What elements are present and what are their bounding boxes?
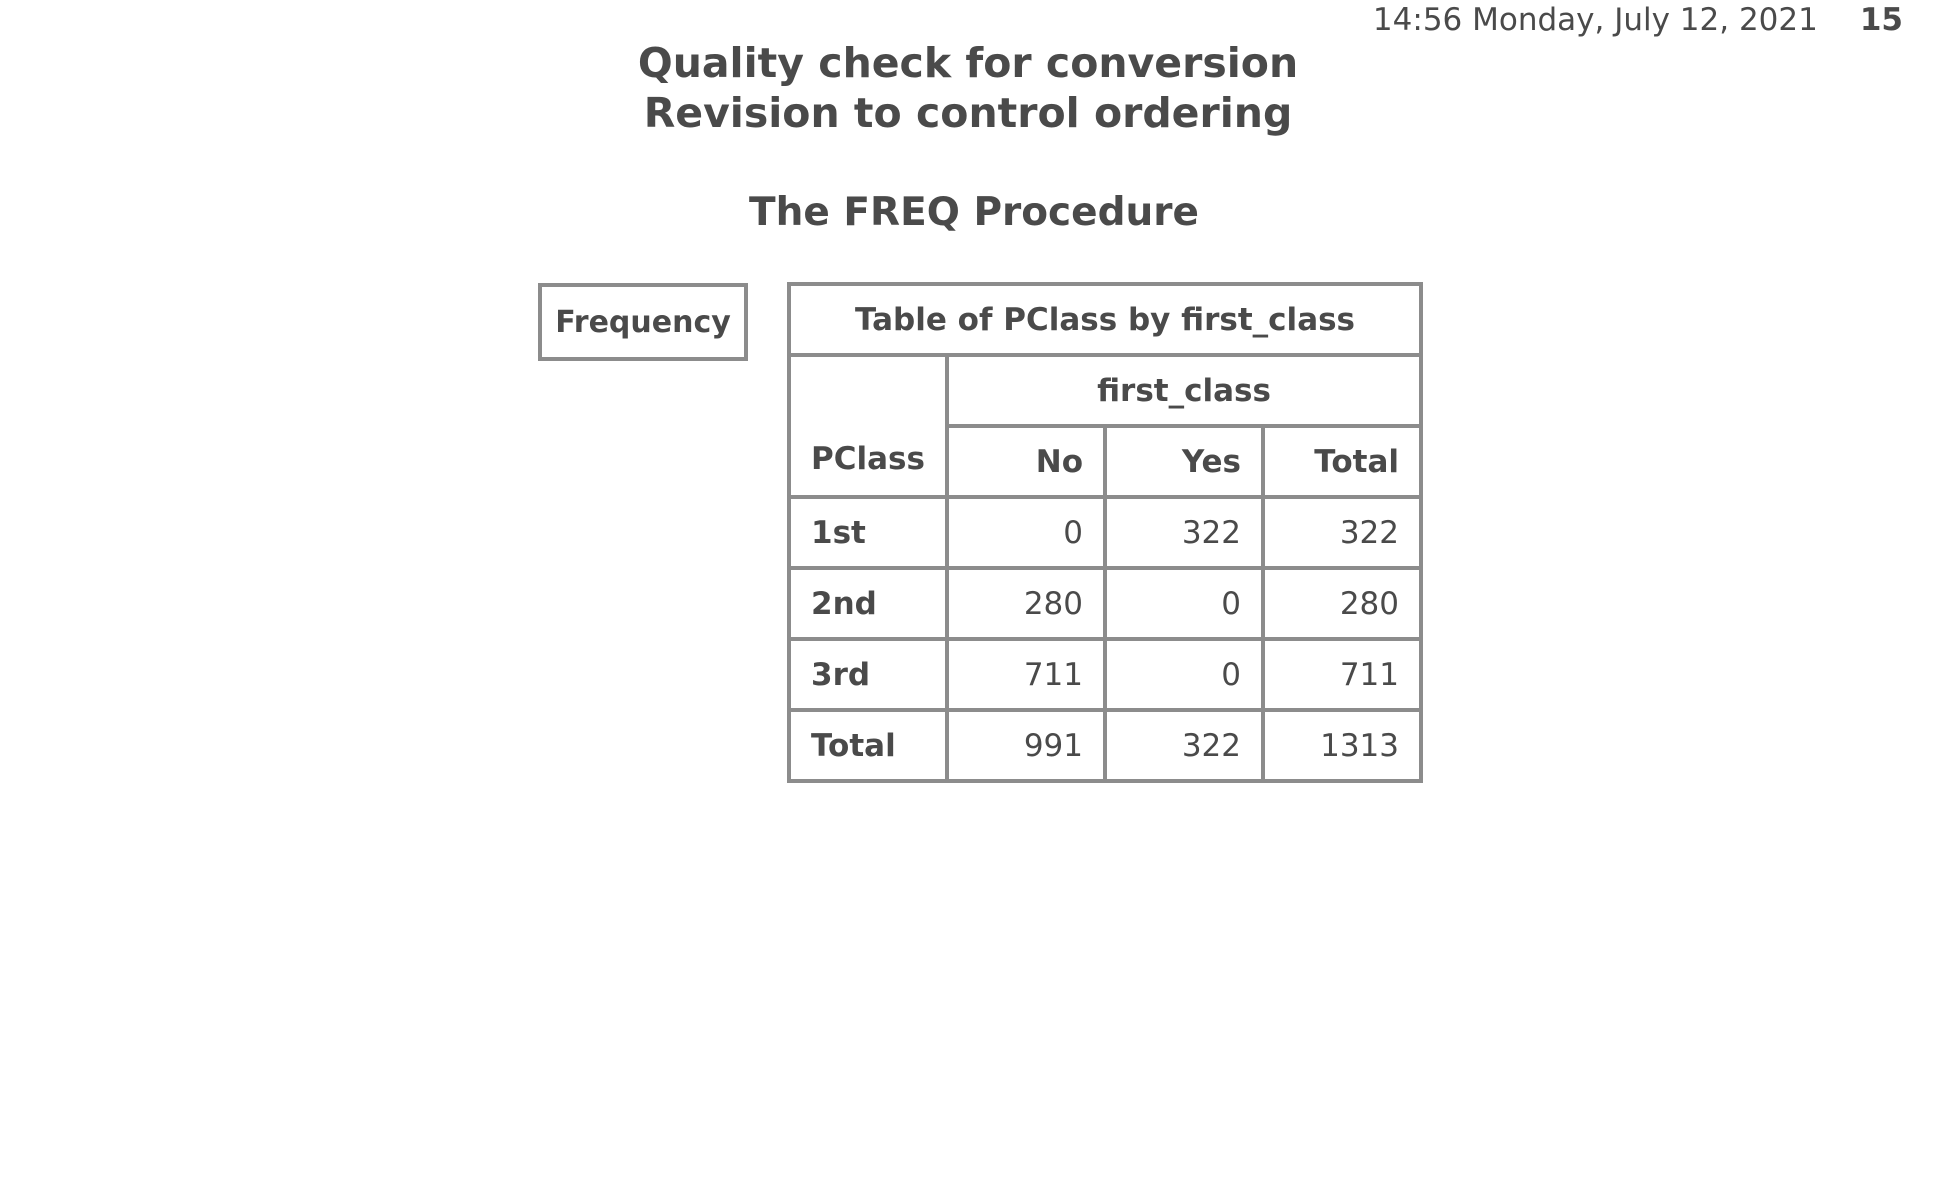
row-label: 3rd xyxy=(787,637,949,712)
table-cell: 280 xyxy=(1261,566,1423,641)
page-number: 15 xyxy=(1859,2,1903,38)
table-row: 3rd 711 0 711 xyxy=(787,637,1423,712)
report-subtitle: Revision to control ordering xyxy=(643,89,1293,137)
table-cell: 322 xyxy=(1103,495,1265,570)
report-datetime: 14:56 Monday, July 12, 2021 xyxy=(1372,2,1818,38)
table-cell: 0 xyxy=(945,495,1107,570)
column-variable-row: PClass first_class xyxy=(787,353,1423,499)
table-cell: 322 xyxy=(1261,495,1423,570)
table-cell: 0 xyxy=(1103,637,1265,712)
frequency-table: Table of PClass by first_class PClass fi… xyxy=(787,282,1423,783)
legend-label: Frequency xyxy=(555,304,731,340)
column-header: No xyxy=(945,424,1107,499)
column-header-row: No Yes Total xyxy=(789,424,1423,499)
table-caption-row: Table of PClass by first_class xyxy=(787,282,1423,357)
table-cell: 711 xyxy=(945,637,1107,712)
table-cell: 0 xyxy=(1103,566,1265,641)
table-row: 1st 0 322 322 xyxy=(787,495,1423,570)
page-header: 14:56 Monday, July 12, 2021 15 xyxy=(1373,0,1903,40)
column-header: Total xyxy=(1261,424,1423,499)
cell-contents-legend: Frequency xyxy=(538,283,748,361)
column-variable-header: first_class xyxy=(945,353,1423,428)
table-cell: 991 xyxy=(945,708,1107,783)
table-row: 2nd 280 0 280 xyxy=(787,566,1423,641)
table-cell: 1313 xyxy=(1261,708,1423,783)
report-title: Quality check for conversion xyxy=(637,39,1299,87)
row-variable-header: PClass xyxy=(787,353,949,499)
table-cell: 280 xyxy=(945,566,1107,641)
row-label: Total xyxy=(787,708,949,783)
table-cell: 322 xyxy=(1103,708,1265,783)
table-cell: 711 xyxy=(1261,637,1423,712)
row-label: 1st xyxy=(787,495,949,570)
table-caption: Table of PClass by first_class xyxy=(787,282,1423,357)
row-label: 2nd xyxy=(787,566,949,641)
column-header: Yes xyxy=(1103,424,1265,499)
table-total-row: Total 991 322 1313 xyxy=(787,708,1423,783)
procedure-title: The FREQ Procedure xyxy=(749,190,1199,235)
